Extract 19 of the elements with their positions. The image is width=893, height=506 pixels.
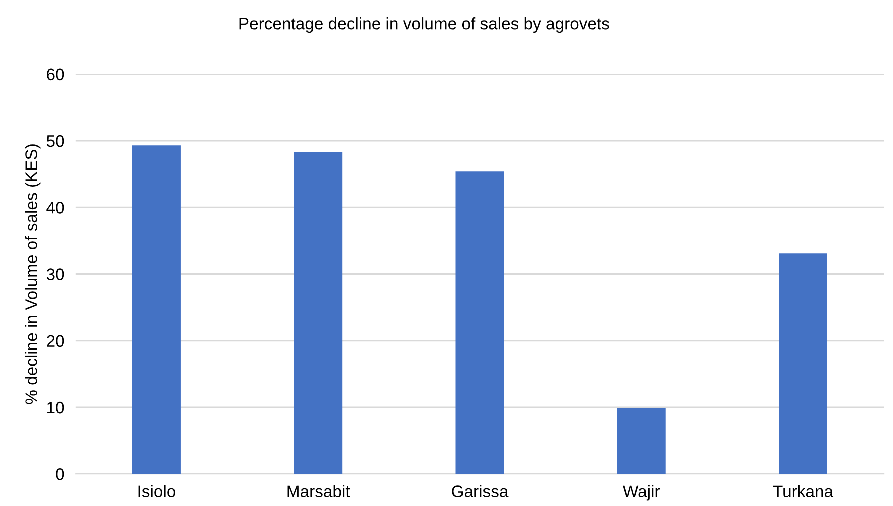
x-tick-label: Isiolo (138, 485, 176, 498)
bar (617, 408, 666, 474)
y-tick-label: 60 (47, 68, 64, 81)
bar (294, 152, 343, 474)
x-tick-label: Garissa (452, 485, 509, 498)
bar (779, 254, 828, 474)
y-tick-label: 30 (46, 268, 64, 280)
y-tick-label: 0 (56, 468, 64, 480)
bar (132, 146, 181, 474)
x-tick-label: Turkana (773, 485, 834, 498)
y-tick-label: 20 (47, 335, 64, 348)
y-tick-label: 50 (46, 135, 64, 148)
chart-title: Percentage decline in volume of sales by agrovets (240, 18, 610, 34)
y-tick-label: 40 (46, 202, 64, 214)
y-axis-title: % decline in Volume of sales (KES) (25, 144, 41, 404)
bar (456, 172, 504, 474)
x-tick-label: Wajir (623, 485, 660, 501)
y-tick-label: 10 (48, 402, 64, 414)
x-tick-label: Marsabit (288, 485, 350, 498)
